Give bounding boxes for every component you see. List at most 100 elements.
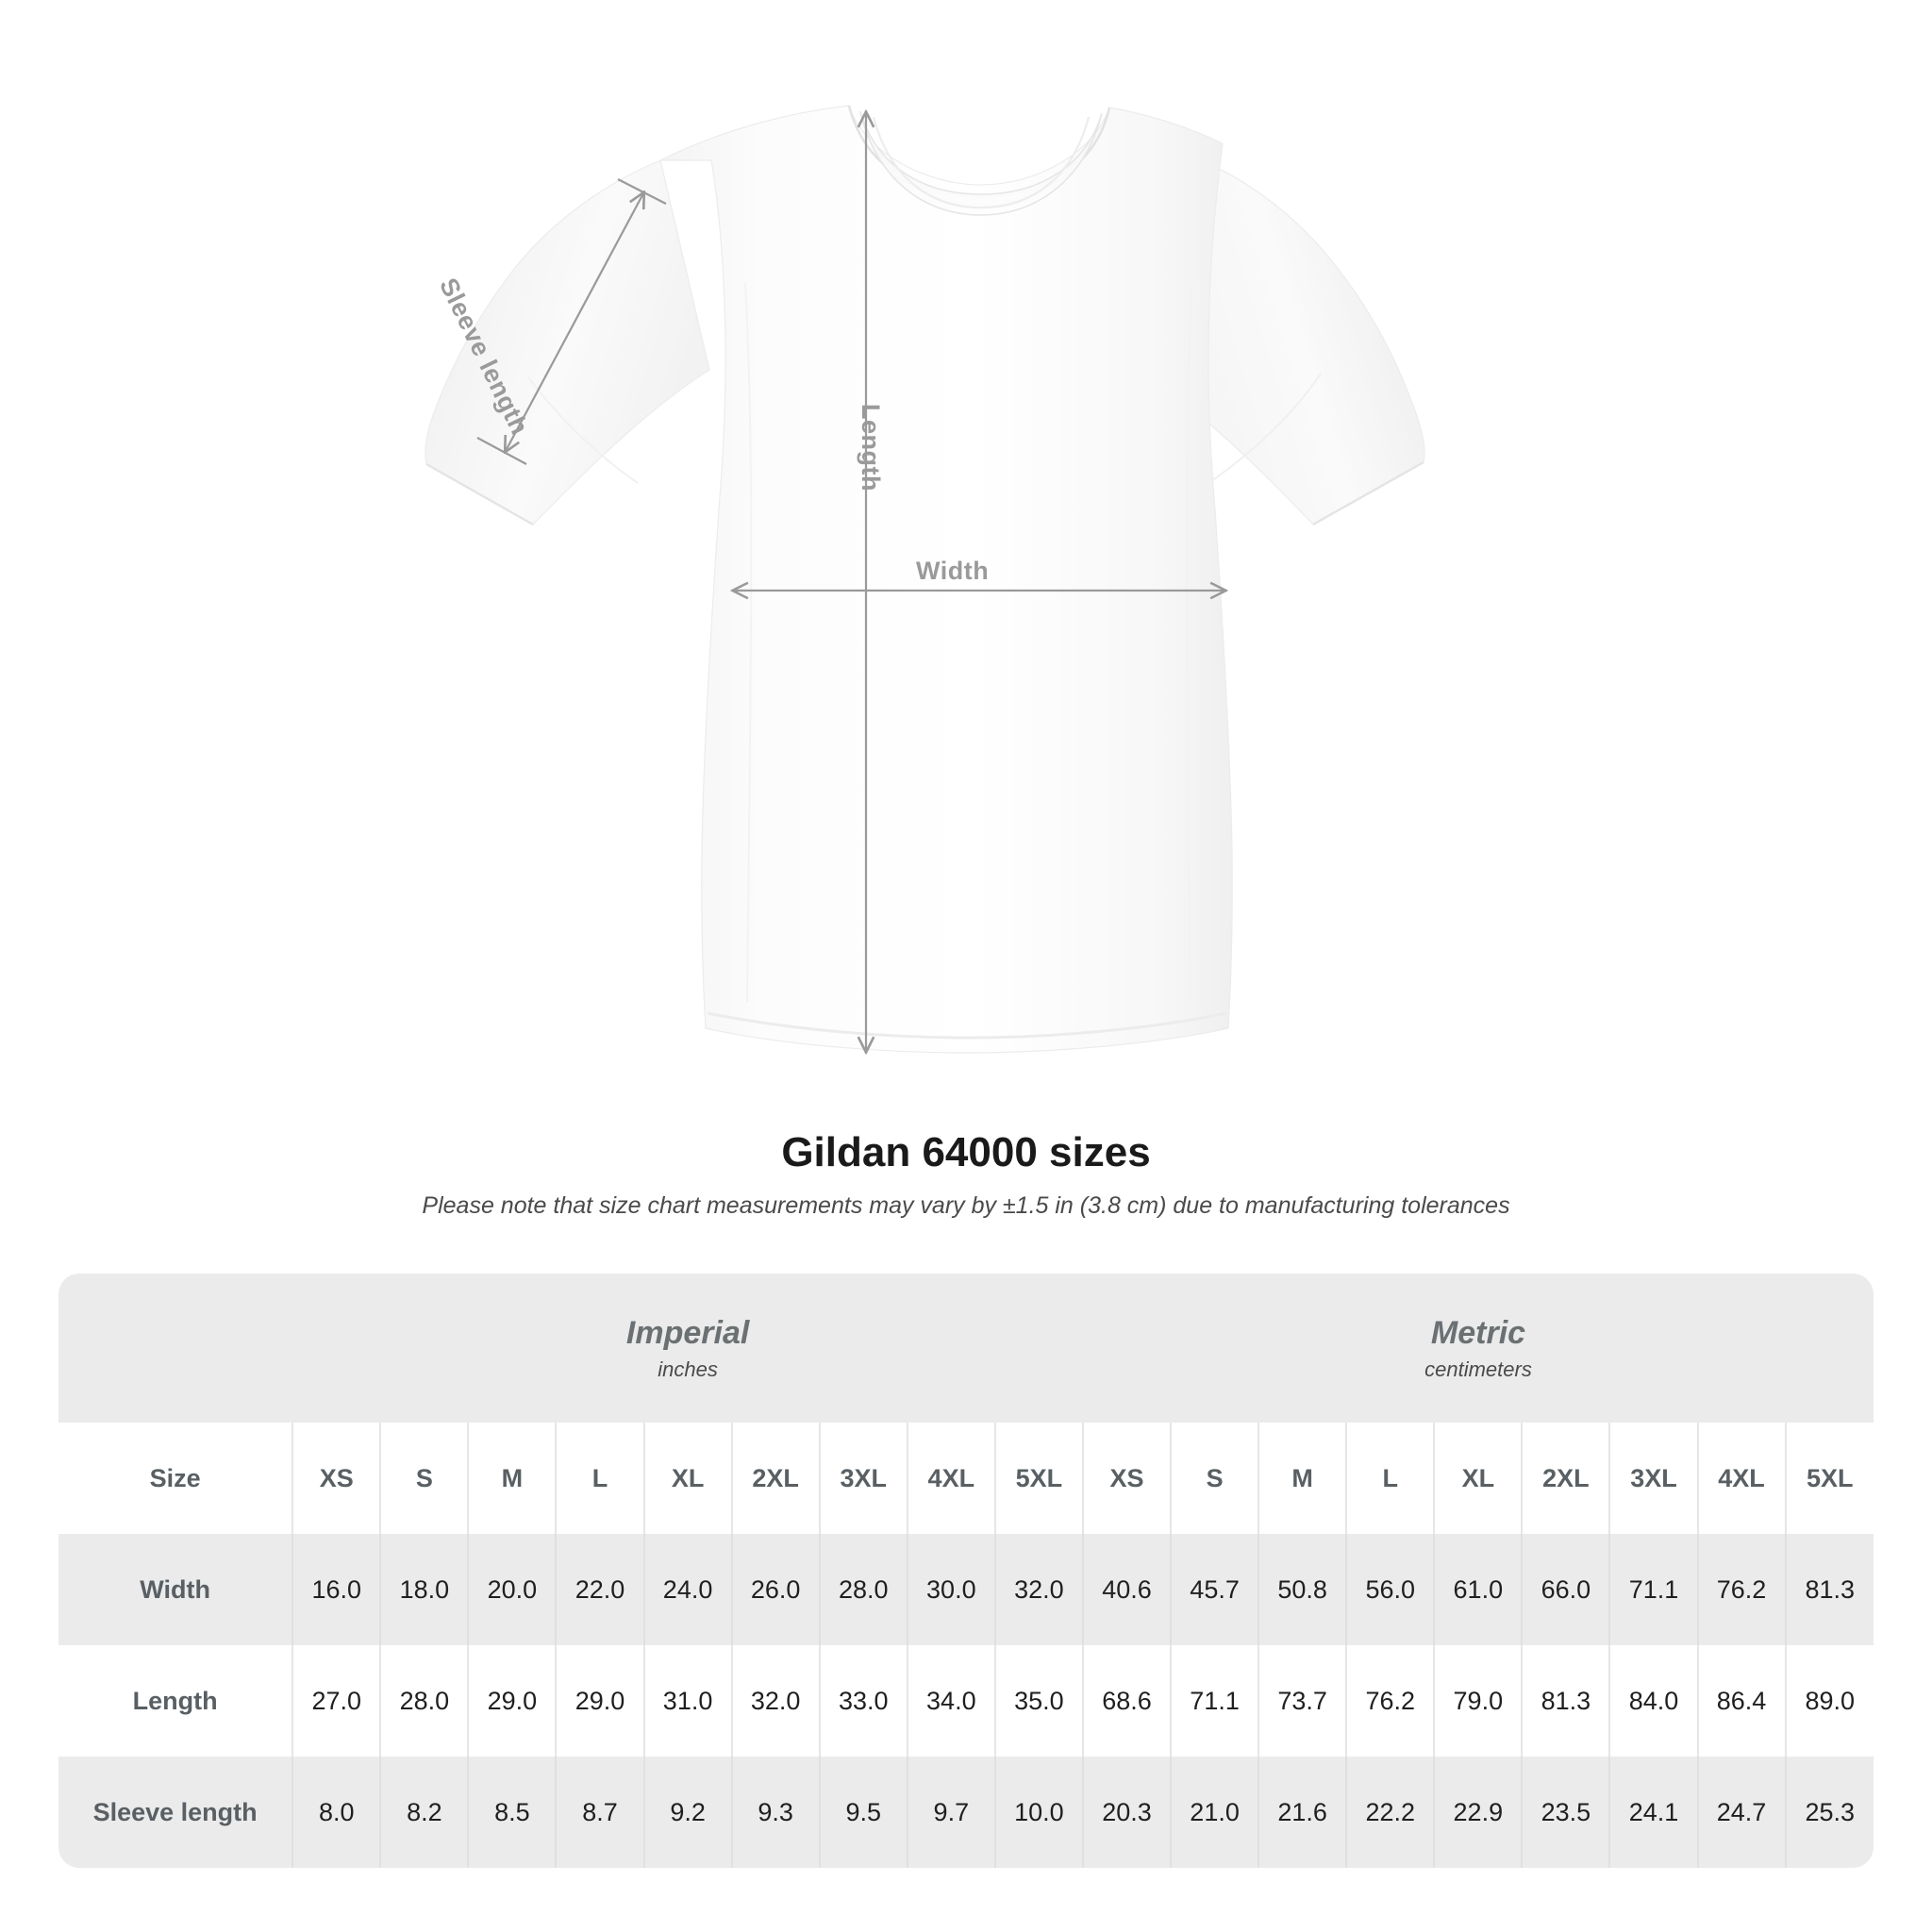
cell-length-imperial-s: 28.0 [379,1645,469,1757]
size-chart-container: Imperial inches Metric centimeters Size X… [58,1274,1874,1868]
cell-sleeve-length-metric-3xl: 24.1 [1608,1757,1698,1868]
row-label-length: Length [58,1645,293,1757]
unit-group-imperial: Imperial inches [292,1274,1083,1423]
cell-width-metric-xl: 61.0 [1433,1534,1523,1645]
cell-sleeve-length-metric-xl: 22.9 [1433,1757,1523,1868]
cell-length-imperial-l: 29.0 [555,1645,644,1757]
size-header-cell-imperial-s: S [379,1423,469,1534]
unit-group-metric: Metric centimeters [1082,1274,1874,1423]
cell-sleeve-length-imperial-3xl: 9.5 [818,1757,908,1868]
cell-length-metric-xl: 79.0 [1433,1645,1523,1757]
size-header-cell-imperial-l: L [555,1423,644,1534]
size-header-cell-metric-xs: XS [1081,1423,1172,1534]
cell-width-metric-xs: 40.6 [1081,1534,1172,1645]
cell-length-metric-4xl: 86.4 [1696,1645,1786,1757]
cell-sleeve-length-imperial-s: 8.2 [379,1757,469,1868]
tshirt-illustration [425,105,1425,1123]
cell-width-metric-m: 50.8 [1257,1534,1347,1645]
tshirt-diagram: Sleeve length Length Width [425,105,1425,1123]
cell-sleeve-length-imperial-5xl: 10.0 [993,1757,1083,1868]
cell-width-metric-2xl: 66.0 [1521,1534,1610,1645]
cell-length-metric-m: 73.7 [1257,1645,1347,1757]
width-label: Width [916,557,990,585]
size-header-cell-imperial-3xl: 3XL [818,1423,908,1534]
unit-group-imperial-sub: inches [658,1357,718,1381]
table-row: Sleeve length 8.0 8.2 8.5 8.7 9.2 9.3 9.5 9.7 10.… [58,1757,1874,1868]
tshirt-body [425,105,1425,1054]
unit-group-metric-sub: centimeters [1424,1357,1532,1381]
cell-sleeve-length-imperial-l: 8.7 [555,1757,644,1868]
size-header-cell-imperial-xl: XL [642,1423,732,1534]
cell-width-imperial-s: 18.0 [379,1534,469,1645]
size-chart-table: Imperial inches Metric centimeters Size X… [58,1274,1874,1868]
cell-length-metric-s: 71.1 [1170,1645,1259,1757]
cell-length-imperial-3xl: 33.0 [818,1645,908,1757]
sleeve-tick-top [617,178,667,205]
cell-sleeve-length-imperial-2xl: 9.3 [730,1757,820,1868]
cell-length-imperial-4xl: 34.0 [906,1645,995,1757]
cell-width-imperial-l: 22.0 [555,1534,644,1645]
cell-sleeve-length-imperial-xl: 9.2 [642,1757,732,1868]
cell-width-metric-l: 56.0 [1345,1534,1435,1645]
cell-length-metric-5xl: 89.0 [1784,1645,1874,1757]
size-header-cell-metric-3xl: 3XL [1608,1423,1698,1534]
size-header-cell-metric-2xl: 2XL [1521,1423,1610,1534]
cell-length-metric-l: 76.2 [1345,1645,1435,1757]
cell-sleeve-length-metric-xs: 20.3 [1081,1757,1172,1868]
page-title: Gildan 64000 sizes [781,1129,1151,1175]
cell-sleeve-length-metric-l: 22.2 [1345,1757,1435,1868]
size-header-cell-metric-4xl: 4XL [1696,1423,1786,1534]
sleeve-tick-bottom [476,437,527,465]
cell-length-imperial-m: 29.0 [467,1645,557,1757]
cell-length-imperial-2xl: 32.0 [730,1645,820,1757]
cell-sleeve-length-imperial-4xl: 9.7 [906,1757,995,1868]
size-header-cell-metric-s: S [1170,1423,1259,1534]
row-label-width: Width [58,1534,293,1645]
size-header-cell-imperial-5xl: 5XL [993,1423,1083,1534]
cell-width-metric-s: 45.7 [1170,1534,1259,1645]
unit-row-spacer [58,1274,293,1423]
cell-width-metric-4xl: 76.2 [1696,1534,1786,1645]
title-block: Gildan 64000 sizes Please note that size… [0,1129,1932,1220]
cell-length-imperial-xs: 27.0 [291,1645,381,1757]
cell-width-metric-5xl: 81.3 [1784,1534,1874,1645]
cell-width-imperial-m: 20.0 [467,1534,557,1645]
cell-sleeve-length-metric-5xl: 25.3 [1784,1757,1874,1868]
cell-length-metric-xs: 68.6 [1081,1645,1172,1757]
unit-group-row: Imperial inches Metric centimeters [58,1274,1874,1423]
cell-length-imperial-xl: 31.0 [642,1645,732,1757]
length-label: Length [857,404,885,491]
cell-width-imperial-5xl: 32.0 [993,1534,1083,1645]
cell-width-imperial-xs: 16.0 [291,1534,381,1645]
size-header-cell-imperial-4xl: 4XL [906,1423,995,1534]
size-header-label: Size [58,1423,293,1534]
sleeve-length-dimension-line [506,193,643,451]
cell-width-imperial-xl: 24.0 [642,1534,732,1645]
size-header-cell-imperial-2xl: 2XL [730,1423,820,1534]
cell-sleeve-length-metric-m: 21.6 [1257,1757,1347,1868]
size-header-cell-imperial-m: M [467,1423,557,1534]
size-header-cell-imperial-xs: XS [291,1423,381,1534]
size-header-cell-metric-l: L [1345,1423,1435,1534]
cell-sleeve-length-metric-4xl: 24.7 [1696,1757,1786,1868]
size-header-cell-metric-xl: XL [1433,1423,1523,1534]
unit-group-metric-name: Metric [1430,1314,1526,1351]
table-row: Length 27.0 28.0 29.0 29.0 31.0 32.0 33.0 34.0 35… [58,1645,1874,1757]
unit-group-imperial-name: Imperial [625,1314,750,1351]
cell-width-imperial-4xl: 30.0 [906,1534,995,1645]
cell-length-metric-3xl: 84.0 [1608,1645,1698,1757]
cell-sleeve-length-imperial-xs: 8.0 [291,1757,381,1868]
size-header-row: Size XS S M L XL 2XL 3XL 4XL 5XL XS S M L XL 2XL 3XL 4XL 5… [58,1423,1874,1534]
row-label-sleeve-length: Sleeve length [58,1757,293,1868]
cell-length-metric-2xl: 81.3 [1521,1645,1610,1757]
size-header-cell-metric-5xl: 5XL [1784,1423,1874,1534]
size-header-cell-metric-m: M [1257,1423,1347,1534]
cell-sleeve-length-metric-2xl: 23.5 [1521,1757,1610,1868]
page-subtitle: Please note that size chart measurements… [422,1192,1510,1220]
cell-sleeve-length-imperial-m: 8.5 [467,1757,557,1868]
cell-width-metric-3xl: 71.1 [1608,1534,1698,1645]
cell-length-imperial-5xl: 35.0 [993,1645,1083,1757]
cell-sleeve-length-metric-s: 21.0 [1170,1757,1259,1868]
cell-width-imperial-2xl: 26.0 [730,1534,820,1645]
dimension-lines [476,113,1224,1051]
